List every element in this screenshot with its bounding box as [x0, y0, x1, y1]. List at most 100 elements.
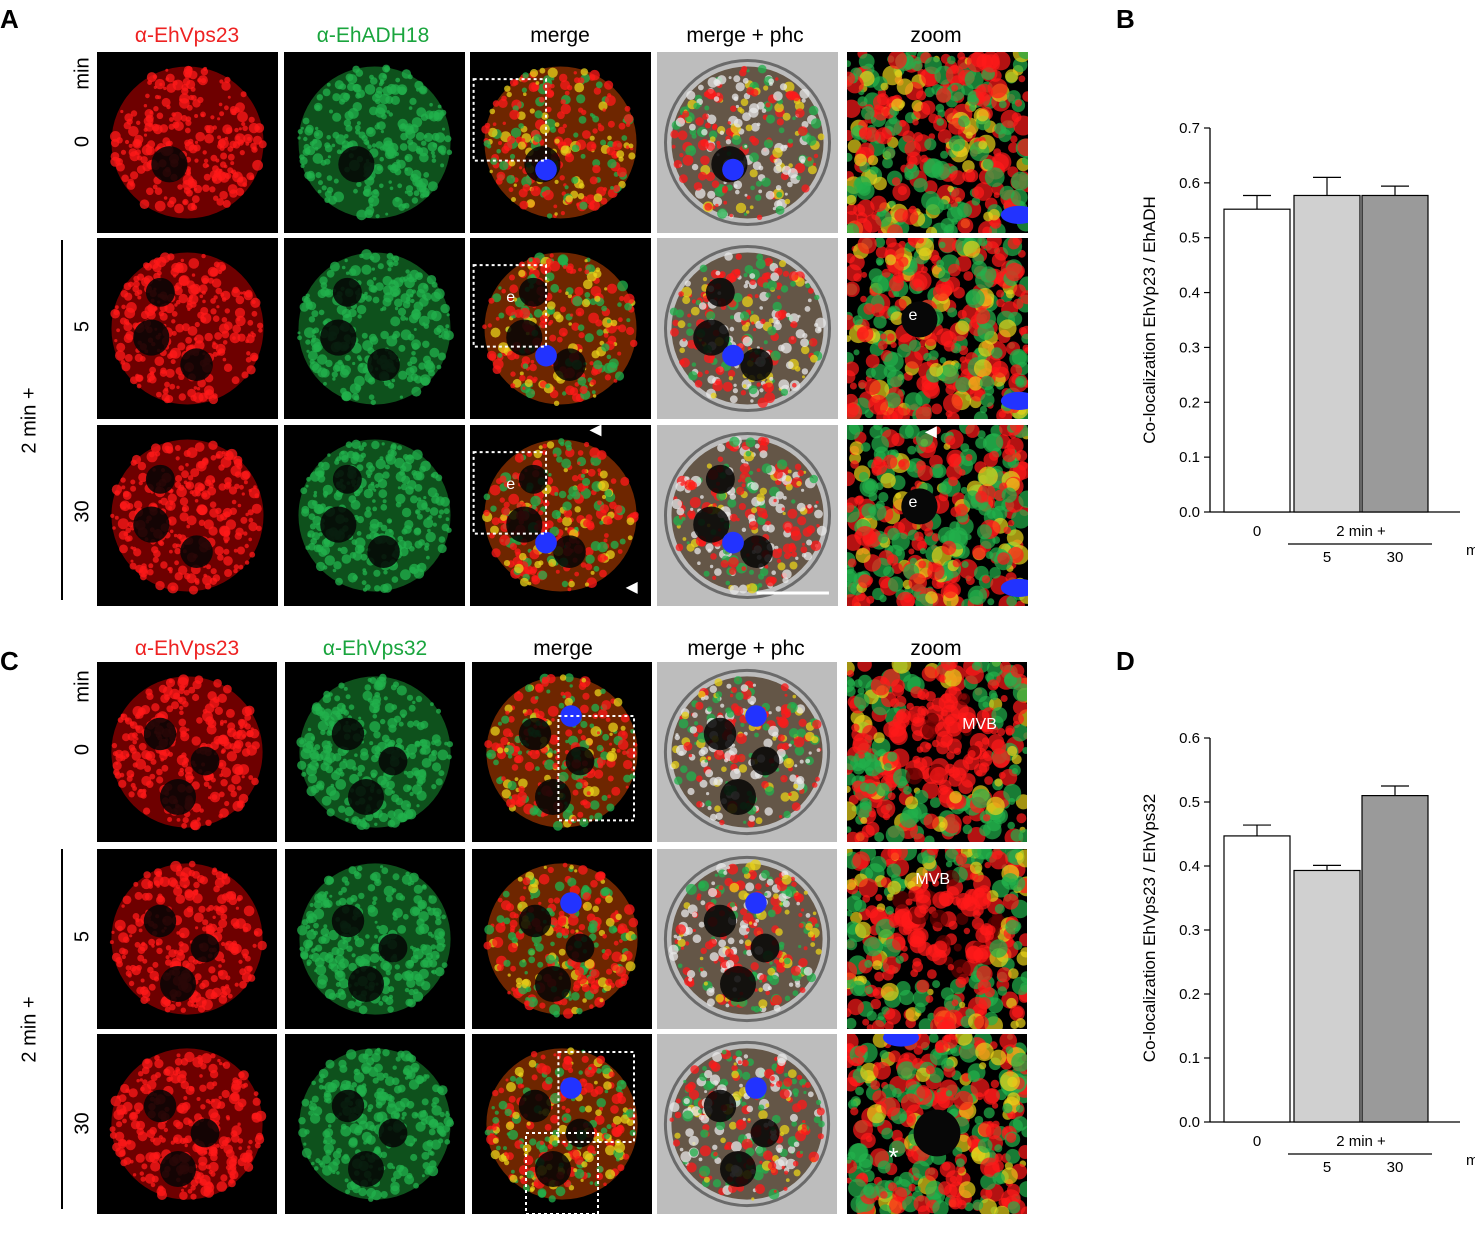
column-header-green-channel: α-EhVps32 — [322, 637, 428, 660]
column-header-red-channel: α-EhVps23 — [134, 637, 240, 660]
micrograph-zoom-row-2-image — [847, 425, 1028, 606]
micrograph-green-row-2-image — [298, 439, 452, 593]
y-tick-label: 0.6 — [1179, 730, 1200, 747]
micrograph-zoom-row-1-image — [847, 238, 1028, 419]
micrograph-phc-row-2-image — [657, 1034, 837, 1214]
group-bracket-line — [61, 849, 63, 1209]
x-group-label: 2 min + — [1336, 1133, 1386, 1150]
row-label-30: 30 — [71, 1112, 94, 1135]
micrograph-merge-row-2 — [472, 1034, 652, 1214]
y-tick-label: 0.5 — [1179, 230, 1200, 247]
panel-letter-c: C — [0, 646, 19, 676]
micrograph-green-row-2 — [284, 425, 465, 606]
column-header-red-channel: α-EhVps23 — [134, 24, 240, 47]
micrograph-merge-row-1-image — [483, 862, 639, 1019]
y-tick-label: 0.1 — [1179, 1050, 1200, 1067]
micrograph-red-row-1-image — [110, 252, 264, 405]
time-unit-label: min — [71, 57, 94, 90]
bar-5 — [1293, 194, 1361, 513]
y-tick-label: 0.2 — [1179, 394, 1200, 411]
micrograph-merge-row-1: e — [470, 238, 651, 419]
row-label-0: 0 — [71, 743, 94, 756]
micrograph-phc-row-2 — [657, 1034, 837, 1214]
micrograph-zoom-row-1: MVB — [847, 849, 1027, 1029]
row-label-0: 0 — [71, 135, 94, 148]
x-group-label: 2 min + — [1336, 523, 1386, 540]
micrograph-green-row-1-image — [297, 863, 451, 1015]
micrograph-red-row-2-image — [109, 1048, 267, 1200]
y-tick-label: 0.3 — [1179, 339, 1200, 356]
x-unit-label: min — [1466, 542, 1475, 559]
endosome-label: e — [506, 288, 516, 306]
bar-0 — [1223, 208, 1291, 513]
micrograph-green-row-0 — [285, 662, 465, 842]
arrowhead-marker — [625, 581, 638, 594]
panel-letter-d: D — [1116, 646, 1135, 676]
row-label-5: 5 — [71, 930, 94, 943]
bar-chart-d: 0.0 0.1 0.2 0.3 0.4 0.5 0.6 0 5 302 min + min — [1179, 730, 1475, 1176]
x-tick-label: 5 — [1323, 1159, 1331, 1176]
endosome-label: e — [908, 306, 918, 324]
micrograph-red-row-0 — [97, 662, 277, 842]
group-label-2min: 2 min + — [18, 387, 41, 454]
y-tick-label: 0.4 — [1179, 858, 1200, 875]
micrograph-merge-row-0-image — [484, 673, 638, 831]
x-tick-label: 0 — [1253, 1133, 1261, 1150]
panel-letter-a: A — [0, 4, 19, 34]
micrograph-phc-row-1 — [657, 849, 837, 1029]
micrograph-phc-row-0 — [657, 662, 837, 842]
micrograph-merge-row-2-image — [472, 425, 639, 594]
micrograph-green-row-1 — [285, 849, 465, 1029]
micrograph-phc-row-0-image — [657, 662, 837, 842]
micrograph-merge-row-2-image — [484, 1047, 638, 1214]
bar-30 — [1361, 194, 1429, 513]
y-tick-label: 0.5 — [1179, 794, 1200, 811]
y-tick-label: 0.3 — [1179, 922, 1200, 939]
micrograph-phc-row-0-image — [657, 52, 838, 233]
column-header-zoom: zoom — [910, 637, 962, 660]
y-tick-label: 0.2 — [1179, 986, 1200, 1003]
micrograph-zoom-row-2: e — [847, 425, 1028, 606]
micrograph-red-row-2 — [97, 425, 278, 606]
y-tick-label: 0.0 — [1179, 504, 1200, 521]
column-header-merge: merge — [533, 637, 593, 660]
bar-30 — [1361, 794, 1429, 1123]
micrograph-zoom-row-2: * — [847, 1034, 1027, 1214]
micrograph-merge-row-2: e — [470, 425, 651, 606]
micrograph-merge-row-0-image — [472, 66, 637, 219]
micrograph-merge-row-0 — [470, 52, 651, 233]
endosome-label: e — [908, 493, 918, 511]
micrograph-red-row-1 — [97, 238, 278, 419]
micrograph-green-row-1-image — [297, 249, 454, 406]
y-tick-label: 0.0 — [1179, 1114, 1200, 1131]
x-tick-label: 30 — [1387, 1159, 1404, 1176]
micrograph-red-row-2-image — [110, 439, 264, 595]
row-label-5: 5 — [71, 320, 94, 333]
asterisk-marker: * — [888, 1142, 899, 1172]
arrowhead-marker — [924, 426, 937, 439]
micrograph-phc-row-1-image — [657, 238, 838, 419]
micrograph-green-row-0-image — [297, 64, 453, 221]
bar-5 — [1293, 869, 1361, 1123]
mvb-label: MVB — [915, 870, 951, 888]
y-tick-label: 0.4 — [1179, 285, 1200, 302]
micrograph-zoom-row-1-image — [847, 849, 1027, 1029]
micrograph-phc-row-2-image — [657, 425, 838, 606]
micrograph-phc-row-2 — [657, 425, 838, 606]
endosome-label: e — [506, 475, 516, 493]
y-tick-label: 0.7 — [1179, 120, 1200, 137]
x-tick-label: 5 — [1323, 549, 1331, 566]
micrograph-zoom-row-2-image — [847, 1034, 1027, 1214]
micrograph-zoom-row-0-image — [847, 52, 1028, 233]
column-header-merge-phc: merge + phc — [687, 637, 805, 660]
y-tick-label: 0.1 — [1179, 449, 1200, 466]
micrograph-zoom-row-0-image — [847, 662, 1027, 842]
x-unit-label: min — [1466, 1152, 1475, 1169]
time-unit-label: min — [71, 670, 94, 703]
row-label-30: 30 — [71, 500, 94, 523]
micrograph-red-row-0 — [97, 52, 278, 233]
micrograph-red-row-0-image — [110, 65, 267, 219]
micrograph-red-row-0-image — [111, 674, 263, 831]
micrograph-red-row-1-image — [109, 860, 267, 1015]
bar-0 — [1223, 835, 1291, 1123]
